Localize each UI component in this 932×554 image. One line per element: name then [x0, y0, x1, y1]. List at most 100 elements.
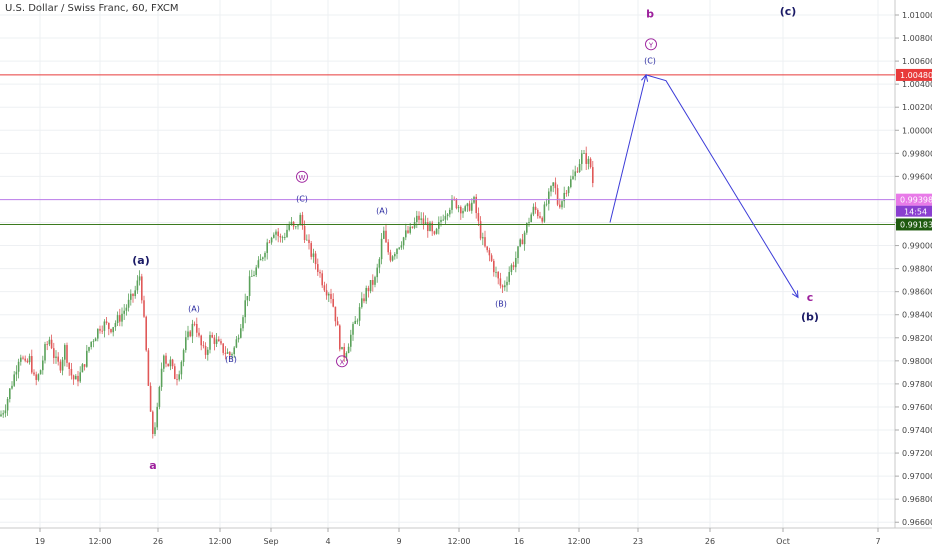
x-tick-label: 7	[875, 537, 880, 546]
candle-body	[523, 232, 526, 245]
candle-body	[343, 347, 345, 358]
candle-body	[222, 343, 224, 353]
x-tick-label: Oct	[776, 537, 790, 546]
candle-body	[477, 213, 480, 222]
candle-body	[180, 361, 183, 375]
candle-body	[451, 198, 453, 210]
wave-label: (C)	[644, 56, 656, 65]
candle-body	[295, 226, 297, 228]
y-tick-label: 1.00400	[902, 80, 932, 89]
candle-body	[325, 290, 328, 296]
candle-body	[488, 250, 491, 256]
candle-body	[253, 274, 255, 277]
candle-body	[121, 313, 123, 322]
x-tick-label: 26	[153, 537, 163, 546]
candle-body	[207, 349, 209, 355]
y-tick-label: 0.99000	[902, 242, 932, 251]
candle-body	[352, 323, 354, 335]
candle-body	[163, 355, 165, 369]
candle-body	[464, 206, 466, 211]
candle-body	[77, 375, 79, 382]
projection-arrowhead-up	[641, 73, 649, 82]
candle-body	[108, 322, 110, 330]
candle-body	[127, 299, 130, 308]
candle-body	[534, 206, 537, 211]
y-tick-label: 1.00200	[902, 103, 932, 112]
candle-body	[193, 323, 196, 325]
candle-body	[176, 379, 178, 380]
y-tick-label: 0.97400	[902, 426, 932, 435]
candle-body	[6, 398, 9, 411]
y-tick-label: 0.98800	[902, 265, 932, 274]
candle-body	[268, 242, 271, 244]
candle-body	[548, 191, 550, 204]
candle-body	[55, 356, 57, 358]
candle-body	[380, 238, 383, 260]
candle-body	[585, 152, 587, 164]
candle-body	[242, 317, 244, 329]
candle-body	[110, 329, 112, 333]
candle-body	[154, 427, 156, 434]
candle-body	[226, 352, 229, 354]
wave-label: Y	[648, 41, 654, 49]
x-tick-label: 12:00	[567, 537, 590, 546]
candle-body	[345, 353, 348, 358]
candle-body	[297, 225, 299, 227]
candle-body	[160, 368, 163, 388]
x-tick-label: 16	[514, 537, 524, 546]
y-tick-label: 0.98400	[902, 311, 932, 320]
wave-label: (B)	[495, 300, 507, 309]
candle-body	[273, 234, 275, 238]
projection-arrowhead-down	[791, 290, 799, 299]
candle-body	[42, 360, 44, 371]
candle-body	[229, 352, 231, 356]
candle-body	[589, 158, 592, 168]
candle-body	[475, 196, 477, 214]
candle-body	[372, 280, 374, 285]
candle-body	[35, 374, 37, 380]
candle-body	[64, 345, 66, 360]
y-tick-label: 1.01000	[902, 11, 932, 20]
candle-body	[592, 167, 594, 184]
candle-body	[81, 364, 84, 373]
y-tick-label: 0.97200	[902, 449, 932, 458]
candle-body	[70, 368, 73, 376]
candle-body	[240, 328, 242, 338]
wave-label: (A)	[376, 206, 388, 215]
candle-body	[416, 215, 418, 223]
candle-body	[422, 218, 425, 225]
candle-body	[275, 231, 277, 235]
candle-body	[215, 339, 218, 344]
price-mark-badge	[896, 68, 932, 81]
candle-body	[266, 242, 268, 253]
y-tick-label: 0.98000	[902, 357, 932, 366]
candle-body	[391, 256, 394, 261]
candle-body	[466, 203, 469, 207]
candle-body	[354, 320, 356, 324]
candle-body	[211, 334, 213, 338]
y-tick-label: 0.99600	[902, 172, 932, 181]
candle-body	[4, 410, 7, 414]
candle-body	[44, 344, 46, 361]
candle-body	[394, 254, 396, 257]
y-tick-label: 0.97600	[902, 403, 932, 412]
candle-body	[11, 385, 13, 389]
candle-body	[24, 358, 26, 361]
y-tick-label: 1.00000	[902, 126, 932, 135]
candle-body	[418, 215, 420, 220]
candle-body	[262, 257, 264, 259]
x-tick-label: 12:00	[447, 537, 470, 546]
candle-body	[66, 345, 68, 363]
candle-body	[570, 179, 572, 188]
candle-body	[136, 280, 139, 291]
candle-body	[68, 362, 70, 369]
wave-label: a	[149, 459, 156, 472]
candle-body	[446, 214, 449, 217]
candle-body	[438, 221, 440, 229]
candle-body	[59, 361, 62, 371]
candle-body	[145, 316, 147, 351]
candle-body	[286, 229, 288, 238]
candle-body	[251, 276, 253, 277]
